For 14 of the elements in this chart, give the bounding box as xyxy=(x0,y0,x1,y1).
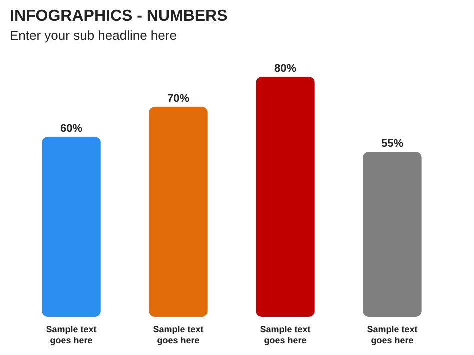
bar xyxy=(149,107,208,317)
bar xyxy=(363,152,422,317)
x-tick-label: Sample text goes here xyxy=(260,324,311,346)
chart-subtitle: Enter your sub headline here xyxy=(10,28,177,43)
bar xyxy=(256,77,315,317)
data-label: 80% xyxy=(274,63,297,75)
data-label: 60% xyxy=(60,123,83,135)
x-tick-label: Sample text goes here xyxy=(46,324,97,346)
chart-title: INFOGRAPHICS - NUMBERS xyxy=(10,8,228,25)
x-tick-label: Sample text goes here xyxy=(153,324,204,346)
bar xyxy=(42,137,101,317)
data-label: 55% xyxy=(381,138,404,150)
x-tick-label: Sample text goes here xyxy=(367,324,418,346)
data-label: 70% xyxy=(167,93,190,105)
